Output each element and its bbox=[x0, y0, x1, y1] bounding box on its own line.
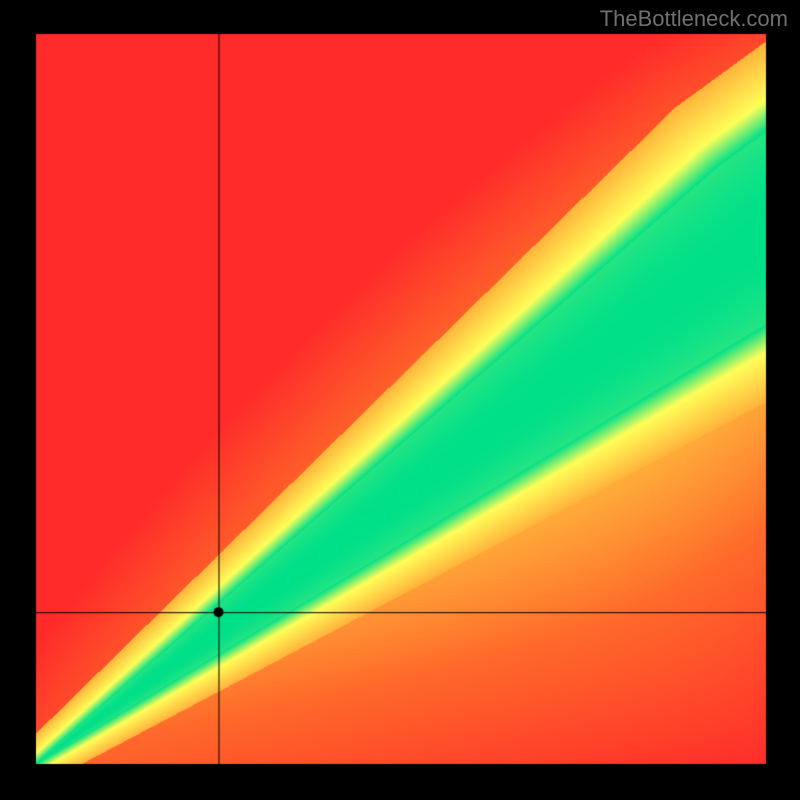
watermark-text: TheBottleneck.com bbox=[600, 6, 788, 32]
bottleneck-heatmap bbox=[0, 0, 800, 800]
chart-container: TheBottleneck.com bbox=[0, 0, 800, 800]
